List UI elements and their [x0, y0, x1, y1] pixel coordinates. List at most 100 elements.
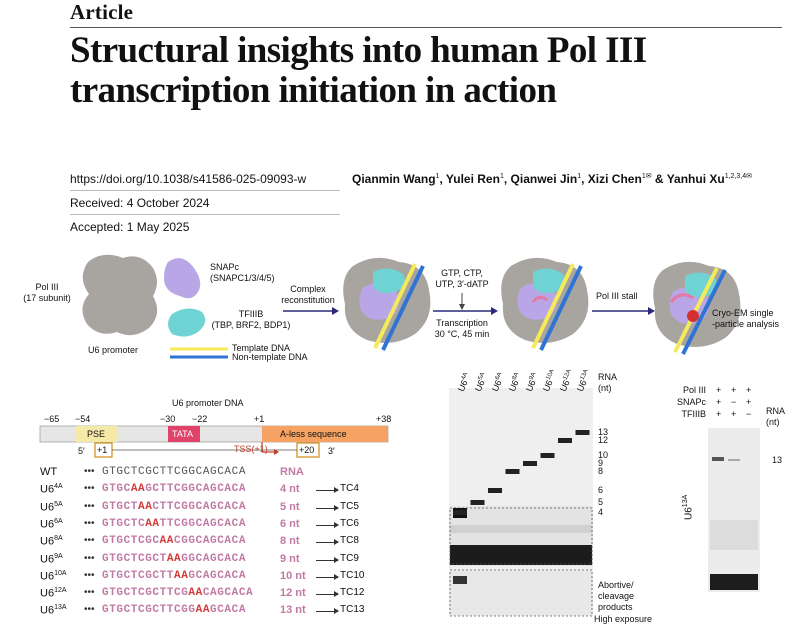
gel-2-front-band: [710, 574, 758, 590]
gel-2-marker-13: 13: [772, 455, 783, 465]
p20-label: +20: [299, 445, 315, 455]
sequence-segment: GCACA: [210, 604, 247, 617]
author-affiliation: 1: [435, 173, 440, 180]
author-affiliation: 1: [499, 173, 504, 180]
gel-1-band: [505, 469, 520, 474]
p1-label: +1: [97, 445, 108, 455]
sequence-segment: GTGCTCGCTTCGGCAGCACA: [102, 466, 247, 478]
promoter-map-title: U6 promoter DNA: [172, 398, 244, 408]
tc-label: TC8: [340, 535, 359, 547]
tss-label: TSS(+1): [234, 444, 268, 454]
sequence-text: GTGCTAACTTCGGCAGCACA: [102, 501, 246, 513]
tc-arrow: [316, 608, 339, 615]
sequence-dots: •••: [84, 552, 95, 564]
header-rule: [70, 27, 782, 28]
sequence-name: U65A: [40, 500, 63, 514]
sequence-segment: GCTTCGGCAGCACA: [145, 483, 247, 496]
sequence-segment: CAGCACA: [202, 587, 254, 600]
sequence-segment: GTGCTCGCT: [102, 552, 167, 565]
sequence-sup: 6A: [54, 517, 63, 525]
tc-label: TC6: [340, 517, 359, 529]
ntps-label: GTP, CTP, UTP, 3′-dATP: [435, 268, 489, 289]
gel-1-marker: 5: [598, 497, 604, 507]
snapc-shape: [164, 258, 201, 299]
sequence-segment: GTGCTCGCTT: [102, 569, 175, 582]
article-title: Structural insights into human Pol III t…: [70, 31, 790, 111]
gel-2-sign: +: [716, 397, 722, 407]
sequence-text: GTGCTCGCTTAAGCAGCACA: [102, 570, 246, 582]
title-line-2: transcription initiation in action: [70, 70, 557, 111]
author-name: Qianmin Wang: [352, 172, 436, 186]
snapc-label: SNAPc (SNAPC1/3/4/5): [210, 262, 275, 283]
gel-1-band: [488, 488, 502, 493]
gel-1-band: [523, 461, 537, 466]
gel-2-sign: +: [746, 385, 752, 395]
tata-label: TATA: [172, 429, 193, 439]
tc-arrow: [316, 521, 339, 528]
sequence-segment: TTCGGCAGCACA: [159, 517, 247, 530]
gel-2-sign: −: [746, 409, 752, 419]
author-separator: &: [651, 172, 667, 186]
gel-1-lane-sup: 8A: [511, 371, 521, 381]
nontemplate-dna-label: Non-template DNA: [232, 352, 308, 362]
abortive-label: Abortive/cleavage products: [598, 580, 635, 612]
meta-rule: [70, 190, 340, 191]
sequence-segment: GCAGCACA: [188, 569, 247, 582]
sequence-sup: 10A: [54, 569, 67, 577]
gel-1-band: [470, 500, 485, 505]
sequence-dots: •••: [84, 500, 95, 512]
rna-length: RNA: [280, 466, 304, 478]
author-name: Xizi Chen: [587, 172, 642, 186]
rna-length: 13 nt: [280, 604, 306, 617]
sequence-dots: •••: [84, 604, 95, 616]
doi-link[interactable]: https://doi.org/10.1038/s41586-025-09093…: [70, 172, 307, 186]
promoter-position: −30: [160, 414, 176, 424]
high-exposure-label: High exposure: [594, 614, 653, 624]
gel-1-marker: 8: [598, 466, 604, 476]
sequence-name: U66A: [40, 517, 63, 531]
meta-rule: [70, 214, 340, 215]
sequence-sup: 4A: [54, 483, 63, 491]
sequence-segment: GTGCTCGC: [102, 535, 160, 548]
sequence-segment: AA: [159, 535, 175, 548]
gel-1-lane-sup: 13A: [579, 368, 590, 381]
sequence-name: U613A: [40, 604, 67, 618]
sequence-segment: AA: [166, 552, 182, 565]
rna-length: 5 nt: [280, 500, 300, 513]
sequence-segment: AA: [138, 500, 153, 513]
sequence-segment: GTGCTCGCTTCG: [102, 587, 189, 600]
sequence-dots: •••: [84, 535, 95, 547]
tc-label: TC12: [340, 587, 365, 599]
sequence-segment: CTTCGGCAGCACA: [152, 500, 247, 513]
pse-box: [76, 426, 118, 442]
gel-2-band-13: [712, 457, 724, 461]
sequence-text: GTGCTCGCTTCGAACAGCACA: [102, 587, 253, 599]
sequence-name: U612A: [40, 587, 67, 600]
author-list: Qianmin Wang1, Yulei Ren1, Qianwei Jin1,…: [352, 172, 752, 186]
gel-1-band: [540, 453, 555, 458]
author-affiliation: 1✉: [641, 173, 652, 180]
promoter-position: −22: [192, 414, 208, 424]
gel-2-rna-label: RNA (nt): [766, 406, 786, 427]
sequence-text: GTGCTCAATTCGGCAGCACA: [102, 518, 246, 530]
tc-arrow: [316, 573, 339, 580]
gel-1-lane-sup: 12A: [562, 368, 573, 381]
pol3-shape: [82, 254, 158, 336]
author-name: Yulei Ren: [445, 172, 500, 186]
gel-1-marker: 13: [598, 427, 609, 437]
rna-length: 12 nt: [280, 587, 306, 600]
sequence-sup: 5A: [54, 500, 63, 508]
sequence-dots: •••: [84, 517, 95, 529]
gel-1-lane-sup: 4A: [460, 371, 470, 381]
author-separator: ,: [581, 172, 588, 186]
pse-label: PSE: [87, 429, 106, 439]
three-prime-label: 3′: [328, 446, 335, 456]
tfiiib-label: TFIIIB (TBP, BRF2, BDP1): [211, 309, 291, 330]
five-prime-label: 5′: [78, 446, 85, 456]
template-dna-label: Template DNA: [232, 343, 291, 353]
sequence-segment: AA: [188, 587, 203, 600]
complex-1: [343, 257, 431, 351]
pol3-label: Pol III (17 subunit): [23, 282, 71, 303]
sequence-sup: 9A: [54, 552, 63, 560]
complex-3: [653, 261, 741, 355]
